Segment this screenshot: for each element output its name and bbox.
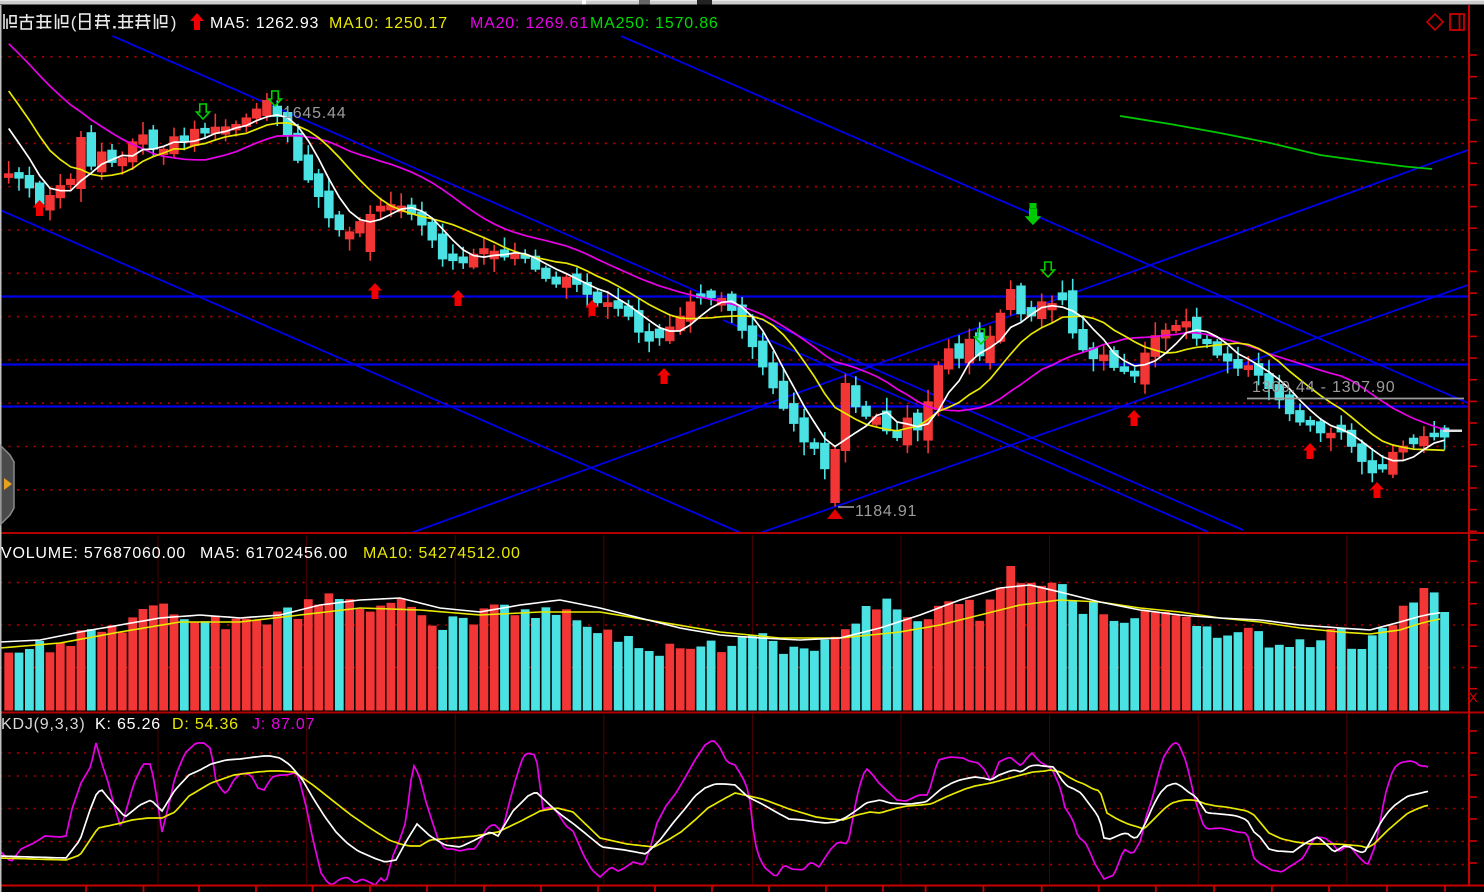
svg-text:1309.44 - 1307.90: 1309.44 - 1307.90 bbox=[1252, 379, 1396, 396]
svg-text:MA250: 1570.86: MA250: 1570.86 bbox=[590, 15, 719, 32]
svg-text:MA10: 54274512.00: MA10: 54274512.00 bbox=[363, 545, 521, 562]
svg-text:D: 54.36: D: 54.36 bbox=[172, 716, 239, 733]
svg-text:K: 65.26: K: 65.26 bbox=[95, 716, 161, 733]
svg-text:MA10: 1250.17: MA10: 1250.17 bbox=[329, 15, 448, 32]
svg-text:KDJ(9,3,3): KDJ(9,3,3) bbox=[1, 716, 85, 733]
svg-text:J: 87.07: J: 87.07 bbox=[252, 716, 315, 733]
svg-text:MA5: 61702456.00: MA5: 61702456.00 bbox=[200, 545, 348, 562]
svg-text:1645.44: 1645.44 bbox=[283, 105, 346, 122]
svg-text:MA5: 1262.93: MA5: 1262.93 bbox=[210, 15, 319, 32]
svg-text:(: ( bbox=[71, 13, 77, 32]
svg-text:VOLUME: 57687060.00: VOLUME: 57687060.00 bbox=[1, 545, 186, 562]
svg-text:MA20: 1269.61: MA20: 1269.61 bbox=[470, 15, 589, 32]
svg-text:): ) bbox=[171, 13, 177, 32]
svg-text:X: X bbox=[1469, 690, 1478, 705]
svg-text:1184.91: 1184.91 bbox=[855, 503, 917, 520]
